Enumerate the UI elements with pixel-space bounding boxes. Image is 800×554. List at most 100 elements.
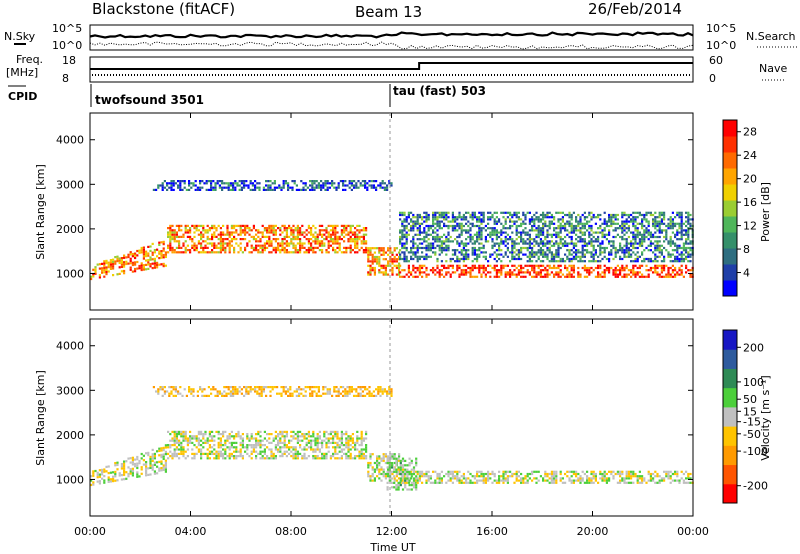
heatmap-cell [572,472,575,476]
heatmap-cell [667,240,670,243]
heatmap-cell [421,481,424,484]
heatmap-cell [180,435,183,438]
heatmap-cell [224,242,227,245]
heatmap-cell [123,265,126,268]
heatmap-cell [663,470,666,473]
heatmap-cell [658,216,661,219]
heatmap-cell [164,264,167,267]
heatmap-cell [288,441,291,444]
heatmap-cell [544,238,547,241]
heatmap-cell [354,233,357,236]
heatmap-cell [434,231,437,234]
heatmap-cell [343,246,346,249]
heatmap-cell [451,266,454,270]
heatmap-cell [349,235,352,238]
heatmap-cell [272,452,275,455]
heatmap-cell [524,222,527,225]
heatmap-cell [533,269,536,272]
heatmap-cell [548,266,551,270]
heatmap-cell [680,220,683,223]
heatmap-cell [577,235,580,239]
heatmap-cell [652,271,655,274]
heatmap-cell [398,251,401,254]
heatmap-cell [436,224,439,228]
heatmap-cell [230,446,233,449]
heatmap-cell [381,182,384,185]
heatmap-cell [548,249,551,252]
heatmap-cell [427,273,430,276]
heatmap-cell [599,224,602,228]
heatmap-cell [623,224,626,228]
heatmap-cell [393,470,396,473]
heatmap-cell [349,229,352,232]
heatmap-cell [588,227,591,230]
heatmap-cell [603,229,606,232]
heatmap-cell [513,220,516,223]
heatmap-cell [279,433,282,436]
heatmap-cell [404,479,407,482]
heatmap-cell [131,461,134,464]
heatmap-cell [667,477,670,480]
heatmap-cell [597,266,600,270]
heatmap-cell [118,257,121,260]
heatmap-cell [372,184,375,187]
heatmap-cell [310,231,313,234]
heatmap-cell [356,242,359,245]
heatmap-cell [354,441,357,444]
heatmap-cell [575,216,578,219]
heatmap-cell [520,481,523,484]
heatmap-cell [307,240,310,243]
heatmap-cell [170,182,173,185]
heatmap-cell [145,250,148,253]
heatmap-cell [160,462,163,465]
heatmap-cell [373,269,376,272]
heatmap-cell [180,430,183,433]
heatmap-cell [592,269,595,272]
heatmap-cell [384,472,387,476]
heatmap-cell [365,430,368,433]
heatmap-cell [412,481,416,484]
heatmap-cell [597,213,600,217]
heatmap-cell [462,255,465,258]
heatmap-cell [654,255,657,258]
heatmap-cell [682,275,685,278]
heatmap-cell [614,249,617,252]
heatmap-cell [634,227,637,230]
heatmap-cell [196,186,199,189]
heatmap-cell [568,253,571,256]
heatmap-cell [559,246,562,250]
heatmap-cell [230,430,233,433]
heatmap-cell [288,227,291,230]
heatmap-cell [649,231,652,234]
heatmap-cell [557,253,560,256]
heatmap-cell [390,466,394,469]
heatmap-cell [489,227,492,230]
heatmap-cell [206,235,209,238]
heatmap-cell [173,249,176,252]
heatmap-cell [522,275,525,278]
heatmap-cell [369,269,372,272]
heatmap-cell [502,242,505,245]
heatmap-cell [173,450,176,453]
heatmap-cell [215,457,218,460]
heatmap-cell [473,216,476,219]
heatmap-cell [627,470,630,473]
heatmap-cell [222,457,225,460]
heatmap-cell [173,430,176,433]
heatmap-cell [478,227,481,230]
heatmap-cell [440,249,443,252]
heatmap-cell [665,224,668,228]
heatmap-cell [149,249,152,252]
heatmap-cell [434,269,437,272]
heatmap-cell [414,251,417,254]
heatmap-cell [246,433,249,436]
heatmap-cell [625,470,628,473]
heatmap-cell [357,186,360,189]
heatmap-cell [542,242,545,245]
heatmap-cell [612,240,615,243]
heatmap-cell [395,486,398,489]
heatmap-cell [498,477,501,480]
heatmap-cell [542,253,545,256]
heatmap-cell [471,475,474,478]
heatmap-cell [290,227,293,230]
